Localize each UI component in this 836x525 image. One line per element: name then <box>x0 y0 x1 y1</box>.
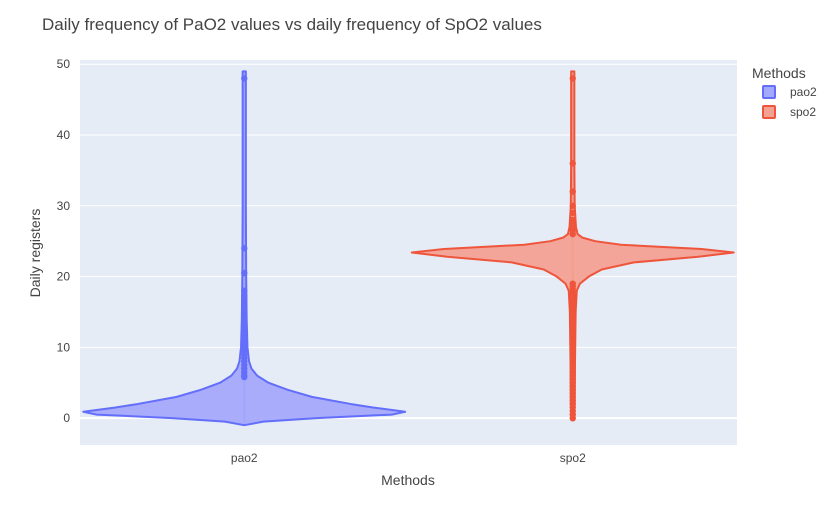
outlier-point-pao2 <box>241 245 248 252</box>
violin-pao2 <box>82 70 407 427</box>
x-tick-label-spo2: spo2 <box>560 451 586 465</box>
legend-label-pao2: pao2 <box>790 85 817 99</box>
outlier-point-pao2 <box>241 315 248 323</box>
legend[interactable]: Methods pao2 spo2 <box>752 65 817 119</box>
y-tick-label: 20 <box>57 270 71 284</box>
legend-swatch-pao2 <box>762 85 776 99</box>
outlier-point-pao2 <box>241 301 248 309</box>
outlier-point-pao2 <box>241 306 248 314</box>
legend-title: Methods <box>752 65 806 81</box>
outlier-point-spo2 <box>569 75 576 82</box>
outlier-point-pao2 <box>241 287 248 294</box>
outlier-point-spo2 <box>569 160 576 167</box>
y-tick-label: 40 <box>57 128 71 142</box>
x-tick-label-pao2: pao2 <box>231 451 258 465</box>
x-tick-labels: pao2 spo2 <box>231 451 586 465</box>
outlier-point-pao2 <box>241 296 248 303</box>
violin-spo2 <box>410 70 735 422</box>
y-tick-labels: 0 10 20 30 40 50 <box>57 57 71 425</box>
outlier-point-spo2 <box>569 202 576 209</box>
legend-swatch-spo2 <box>762 105 776 119</box>
y-tick-label: 50 <box>57 57 71 71</box>
chart-title: Daily frequency of PaO2 values vs daily … <box>42 15 542 34</box>
x-axis-title: Methods <box>381 472 435 488</box>
outlier-point-pao2 <box>241 75 248 82</box>
y-tick-label: 30 <box>57 199 71 213</box>
violins <box>82 70 735 427</box>
y-axis-title: Daily registers <box>27 209 43 298</box>
outlier-point-pao2 <box>241 373 248 381</box>
y-tick-label: 10 <box>57 340 71 354</box>
legend-item-spo2[interactable]: spo2 <box>762 105 816 119</box>
legend-label-spo2: spo2 <box>790 105 816 119</box>
outlier-point-spo2 <box>569 209 576 217</box>
outlier-point-pao2 <box>241 269 248 277</box>
violin-body-spo2[interactable] <box>410 70 735 422</box>
legend-item-pao2[interactable]: pao2 <box>762 85 817 99</box>
outlier-point-spo2 <box>569 230 576 238</box>
outlier-point-spo2 <box>569 414 576 422</box>
y-tick-label: 0 <box>63 411 70 425</box>
outlier-point-spo2 <box>569 188 576 195</box>
